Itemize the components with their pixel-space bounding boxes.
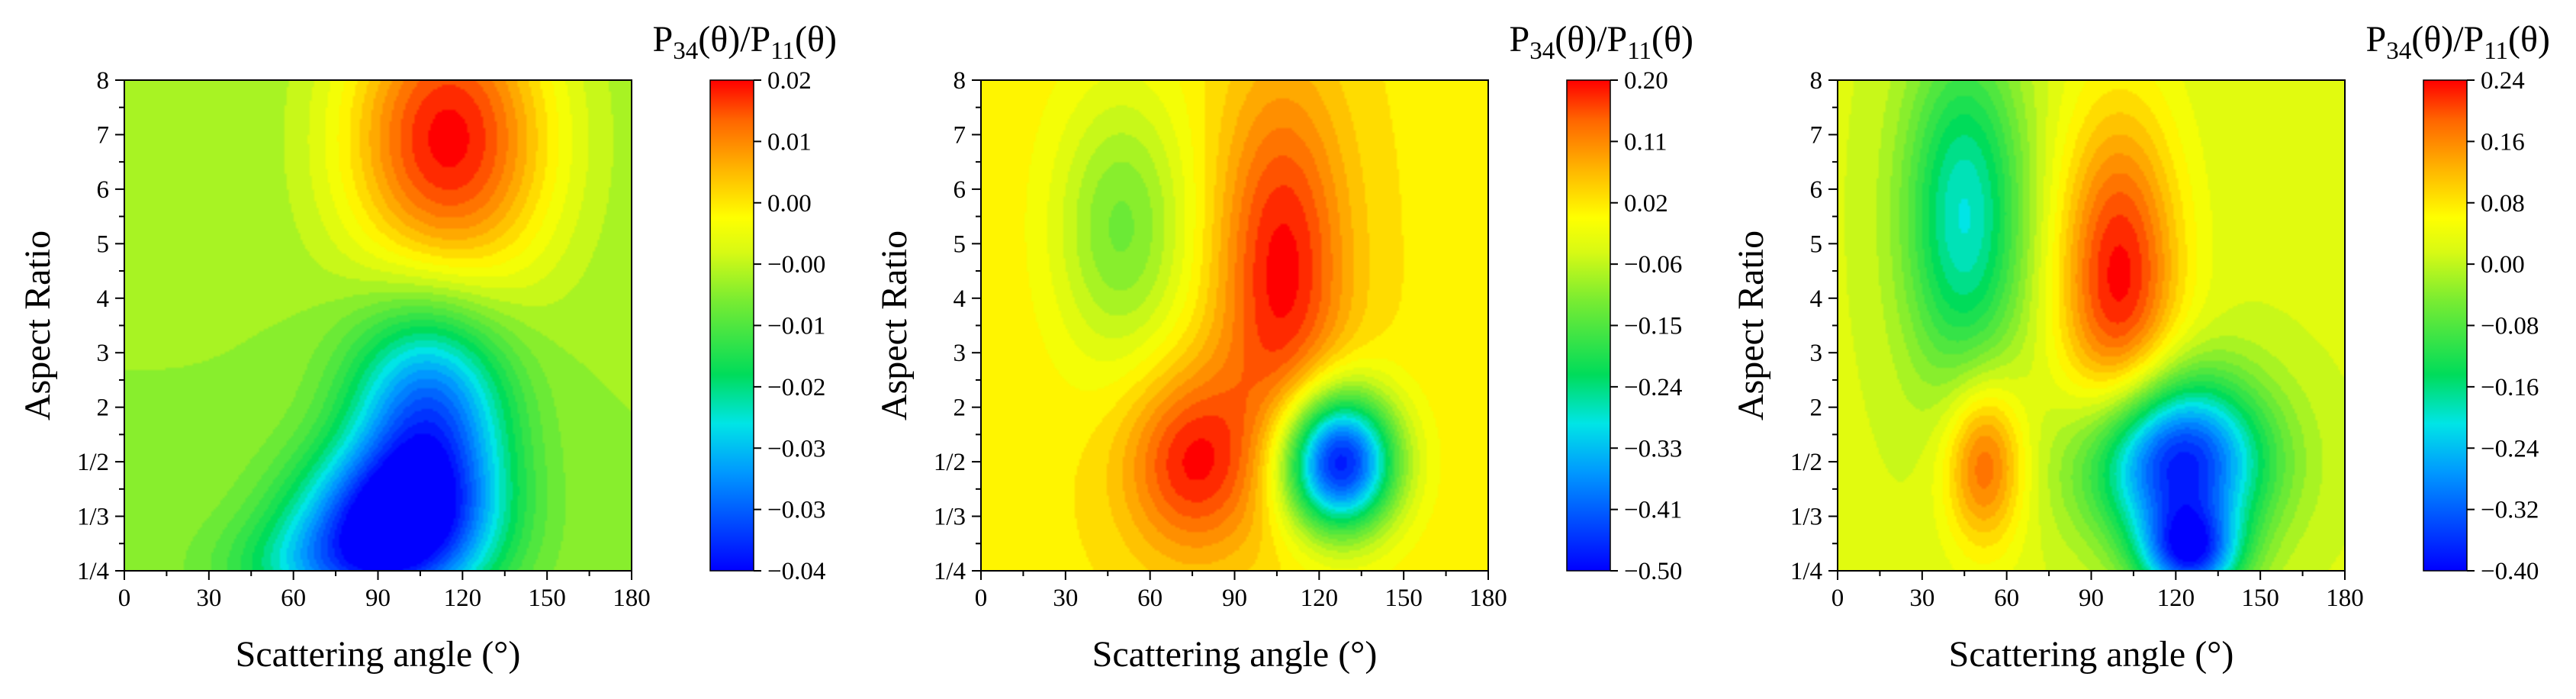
- colorbar-tick-label: −0.50: [1624, 558, 1682, 585]
- y-tick-label: 2: [954, 395, 966, 422]
- y-tick-label: 5: [954, 230, 966, 258]
- colorbar-tick-label: 0.24: [2481, 67, 2525, 95]
- colorbar-title: P34(θ)/P11(θ): [653, 19, 837, 65]
- y-tick-label: 1/2: [77, 449, 109, 476]
- y-tick-label: 1/3: [77, 504, 109, 531]
- y-tick-label: 3: [1810, 340, 1823, 367]
- x-tick-label: 60: [1994, 585, 2019, 612]
- panel-3: 0 30 60 90 120 150 180 1/4 1/3 1/2 2 3 4 5 6 7 8 Scatteri…: [1731, 19, 2550, 675]
- x-tick-label: 120: [444, 585, 482, 612]
- y-tick-label: 2: [1810, 395, 1823, 422]
- y-tick-label: 7: [97, 121, 110, 149]
- y-tick-label: 4: [1810, 285, 1823, 313]
- panel-1: 0 30 60 90 120 150 180 1/4 1/3 1/2 2 3 4 5 6 7 8 Scatteri…: [18, 19, 837, 675]
- x-tick-label: 0: [1832, 585, 1844, 612]
- colorbar-tick-label: −0.24: [1624, 374, 1682, 401]
- y-tick-label: 1/2: [1790, 449, 1822, 476]
- colorbar-tick-label: −0.24: [2481, 435, 2539, 462]
- colorbar-tick-label: 0.02: [767, 67, 812, 95]
- y-tick-label: 3: [954, 340, 966, 367]
- colorbar-tick-label: −0.06: [1624, 251, 1682, 279]
- x-tick-label: 90: [2079, 585, 2104, 612]
- colorbar-tick-label: −0.16: [2481, 374, 2539, 401]
- colorbar-tick-label: −0.32: [2481, 497, 2539, 524]
- colorbar-tick-label: −0.01: [767, 313, 825, 340]
- x-tick-label: 30: [1053, 585, 1078, 612]
- colorbar-tick-label: 0.20: [1624, 67, 1668, 95]
- colorbar-title: P34(θ)/P11(θ): [1510, 19, 1693, 65]
- x-axis-label: Scattering angle (°): [1949, 634, 2234, 675]
- x-tick-label: 150: [2241, 585, 2279, 612]
- y-tick-label: 2: [97, 395, 110, 422]
- x-tick-label: 90: [1222, 585, 1247, 612]
- colorbar-title: P34(θ)/P11(θ): [2366, 19, 2550, 65]
- colorbar-tick-label: −0.41: [1624, 497, 1682, 524]
- y-tick-label: 1/2: [934, 449, 966, 476]
- colorbar-tick-label: −0.04: [767, 558, 825, 585]
- colorbar-tick-label: 0.00: [2481, 251, 2525, 279]
- colorbar-tick-label: 0.00: [767, 190, 812, 217]
- x-tick-label: 120: [1301, 585, 1339, 612]
- y-tick-label: 4: [954, 285, 966, 313]
- colorbar-tick-label: 0.16: [2481, 128, 2525, 156]
- x-tick-label: 90: [365, 585, 391, 612]
- colorbar-tick-label: −0.02: [767, 374, 825, 401]
- panel-2: 0 30 60 90 120 150 180 1/4 1/3 1/2 2 3 4 5 6 7 8 Scatteri…: [874, 19, 1693, 675]
- y-tick-label: 8: [954, 67, 966, 95]
- x-tick-label: 180: [1469, 585, 1507, 612]
- y-tick-label: 1/4: [77, 558, 109, 585]
- colorbar-tick-label: −0.00: [767, 251, 825, 279]
- x-tick-label: 0: [118, 585, 131, 612]
- colorbar-tick-label: 0.02: [1624, 190, 1668, 217]
- x-tick-label: 30: [1909, 585, 1934, 612]
- y-tick-label: 6: [1810, 176, 1823, 204]
- colorbar: [710, 80, 754, 571]
- x-tick-label: 60: [1137, 585, 1163, 612]
- y-tick-label: 6: [954, 176, 966, 204]
- y-tick-label: 7: [1810, 121, 1823, 149]
- y-tick-label: 1/3: [934, 504, 966, 531]
- y-tick-label: 8: [1810, 67, 1823, 95]
- colorbar-tick-label: −0.15: [1624, 313, 1682, 340]
- y-tick-label: 5: [97, 230, 110, 258]
- x-tick-label: 30: [196, 585, 221, 612]
- y-tick-label: 3: [97, 340, 110, 367]
- x-tick-label: 150: [1384, 585, 1423, 612]
- x-tick-label: 150: [528, 585, 566, 612]
- y-axis-label: Aspect Ratio: [1731, 230, 1771, 420]
- x-tick-label: 120: [2157, 585, 2195, 612]
- colorbar-tick-label: −0.03: [767, 497, 825, 524]
- x-axis-label: Scattering angle (°): [236, 634, 521, 675]
- heatmap-image: [124, 80, 632, 571]
- colorbar: [1567, 80, 1610, 571]
- colorbar-tick-label: −0.33: [1624, 435, 1682, 462]
- colorbar: [2423, 80, 2467, 571]
- y-axis-label: Aspect Ratio: [18, 230, 58, 420]
- y-tick-label: 7: [954, 121, 966, 149]
- y-axis-label: Aspect Ratio: [874, 230, 915, 420]
- x-axis-label: Scattering angle (°): [1092, 634, 1378, 675]
- colorbar-tick-label: −0.40: [2481, 558, 2539, 585]
- y-tick-label: 1/4: [934, 558, 966, 585]
- colorbar-tick-label: 0.01: [767, 128, 812, 156]
- x-tick-label: 0: [975, 585, 988, 612]
- colorbar-tick-label: 0.08: [2481, 190, 2525, 217]
- x-tick-label: 180: [2326, 585, 2364, 612]
- y-tick-label: 8: [97, 67, 110, 95]
- colorbar-tick-label: −0.08: [2481, 313, 2539, 340]
- colorbar-tick-label: −0.03: [767, 435, 825, 462]
- x-tick-label: 180: [613, 585, 651, 612]
- x-tick-label: 60: [281, 585, 306, 612]
- y-tick-label: 6: [97, 176, 110, 204]
- heatmap-image: [1838, 80, 2345, 571]
- heatmap-image: [981, 80, 1488, 571]
- y-tick-label: 4: [97, 285, 110, 313]
- y-tick-label: 1/4: [1790, 558, 1822, 585]
- y-tick-label: 1/3: [1790, 504, 1822, 531]
- y-tick-label: 5: [1810, 230, 1823, 258]
- colorbar-tick-label: 0.11: [1624, 128, 1667, 156]
